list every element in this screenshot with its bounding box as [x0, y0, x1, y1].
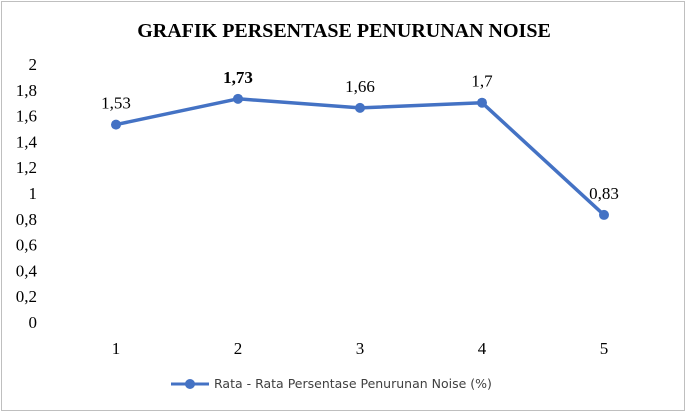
y-tick-label: 0,4: [16, 261, 38, 280]
x-tick-label: 1: [112, 339, 121, 358]
data-point: [599, 209, 609, 220]
x-tick-label: 4: [478, 339, 487, 358]
data-label: 1,7: [471, 72, 493, 91]
plot-area: 1,53 1,73 1,66 1,7 0,83: [101, 68, 619, 220]
x-tick-label: 3: [356, 339, 365, 358]
data-point: [233, 93, 243, 104]
y-axis: 0 0,2 0,4 0,6 0,8 1 1,2 1,4 1,6 1,8 2: [16, 55, 38, 332]
x-axis: 1 2 3 4 5: [112, 339, 609, 358]
legend-dot-marker: [185, 379, 195, 389]
data-point: [355, 102, 365, 113]
y-tick-label: 1: [29, 184, 38, 203]
y-tick-label: 0,6: [16, 236, 37, 255]
y-tick-label: 0,2: [16, 287, 37, 306]
data-label: 1,73: [223, 68, 253, 87]
y-tick-label: 1,2: [16, 158, 37, 177]
x-tick-label: 2: [234, 339, 243, 358]
chart-title: GRAFIK PERSENTASE PENURUNAN NOISE: [137, 20, 551, 42]
legend-label: Rata - Rata Persentase Penurunan Noise (…: [214, 376, 492, 391]
x-tick-label: 5: [600, 339, 609, 358]
y-tick-label: 2: [29, 55, 38, 74]
data-label: 0,83: [589, 184, 619, 203]
y-tick-label: 0,8: [16, 210, 37, 229]
data-point: [111, 119, 121, 130]
y-tick-label: 1,8: [16, 81, 37, 100]
y-tick-label: 1,6: [16, 107, 37, 126]
y-tick-label: 1,4: [16, 132, 38, 151]
data-label: 1,53: [101, 94, 131, 113]
data-point: [477, 97, 487, 108]
legend: Rata - Rata Persentase Penurunan Noise (…: [171, 376, 492, 391]
series-line: [114, 97, 606, 217]
data-label: 1,66: [345, 77, 375, 96]
y-tick-label: 0: [29, 313, 38, 332]
